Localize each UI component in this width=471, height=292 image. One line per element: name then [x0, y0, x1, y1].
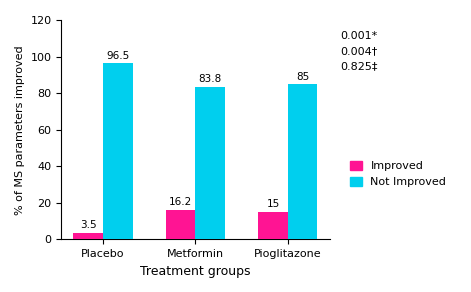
Text: 15: 15	[267, 199, 280, 209]
Bar	[103, 63, 133, 239]
Legend: Improved, Not Improved: Improved, Not Improved	[346, 156, 451, 192]
Text: 85: 85	[296, 72, 309, 81]
Bar	[258, 212, 288, 239]
Text: 16.2: 16.2	[169, 197, 192, 207]
Text: 0.001*
0.004†
0.825‡: 0.001* 0.004† 0.825‡	[341, 32, 378, 71]
Text: 3.5: 3.5	[80, 220, 97, 230]
Bar	[288, 84, 317, 239]
Bar	[73, 233, 103, 239]
Y-axis label: % of MS parameters improved: % of MS parameters improved	[15, 45, 25, 215]
X-axis label: Treatment groups: Treatment groups	[140, 265, 251, 278]
Text: 96.5: 96.5	[106, 51, 130, 60]
Bar	[166, 210, 195, 239]
Text: 83.8: 83.8	[199, 74, 222, 84]
Bar	[195, 86, 225, 239]
